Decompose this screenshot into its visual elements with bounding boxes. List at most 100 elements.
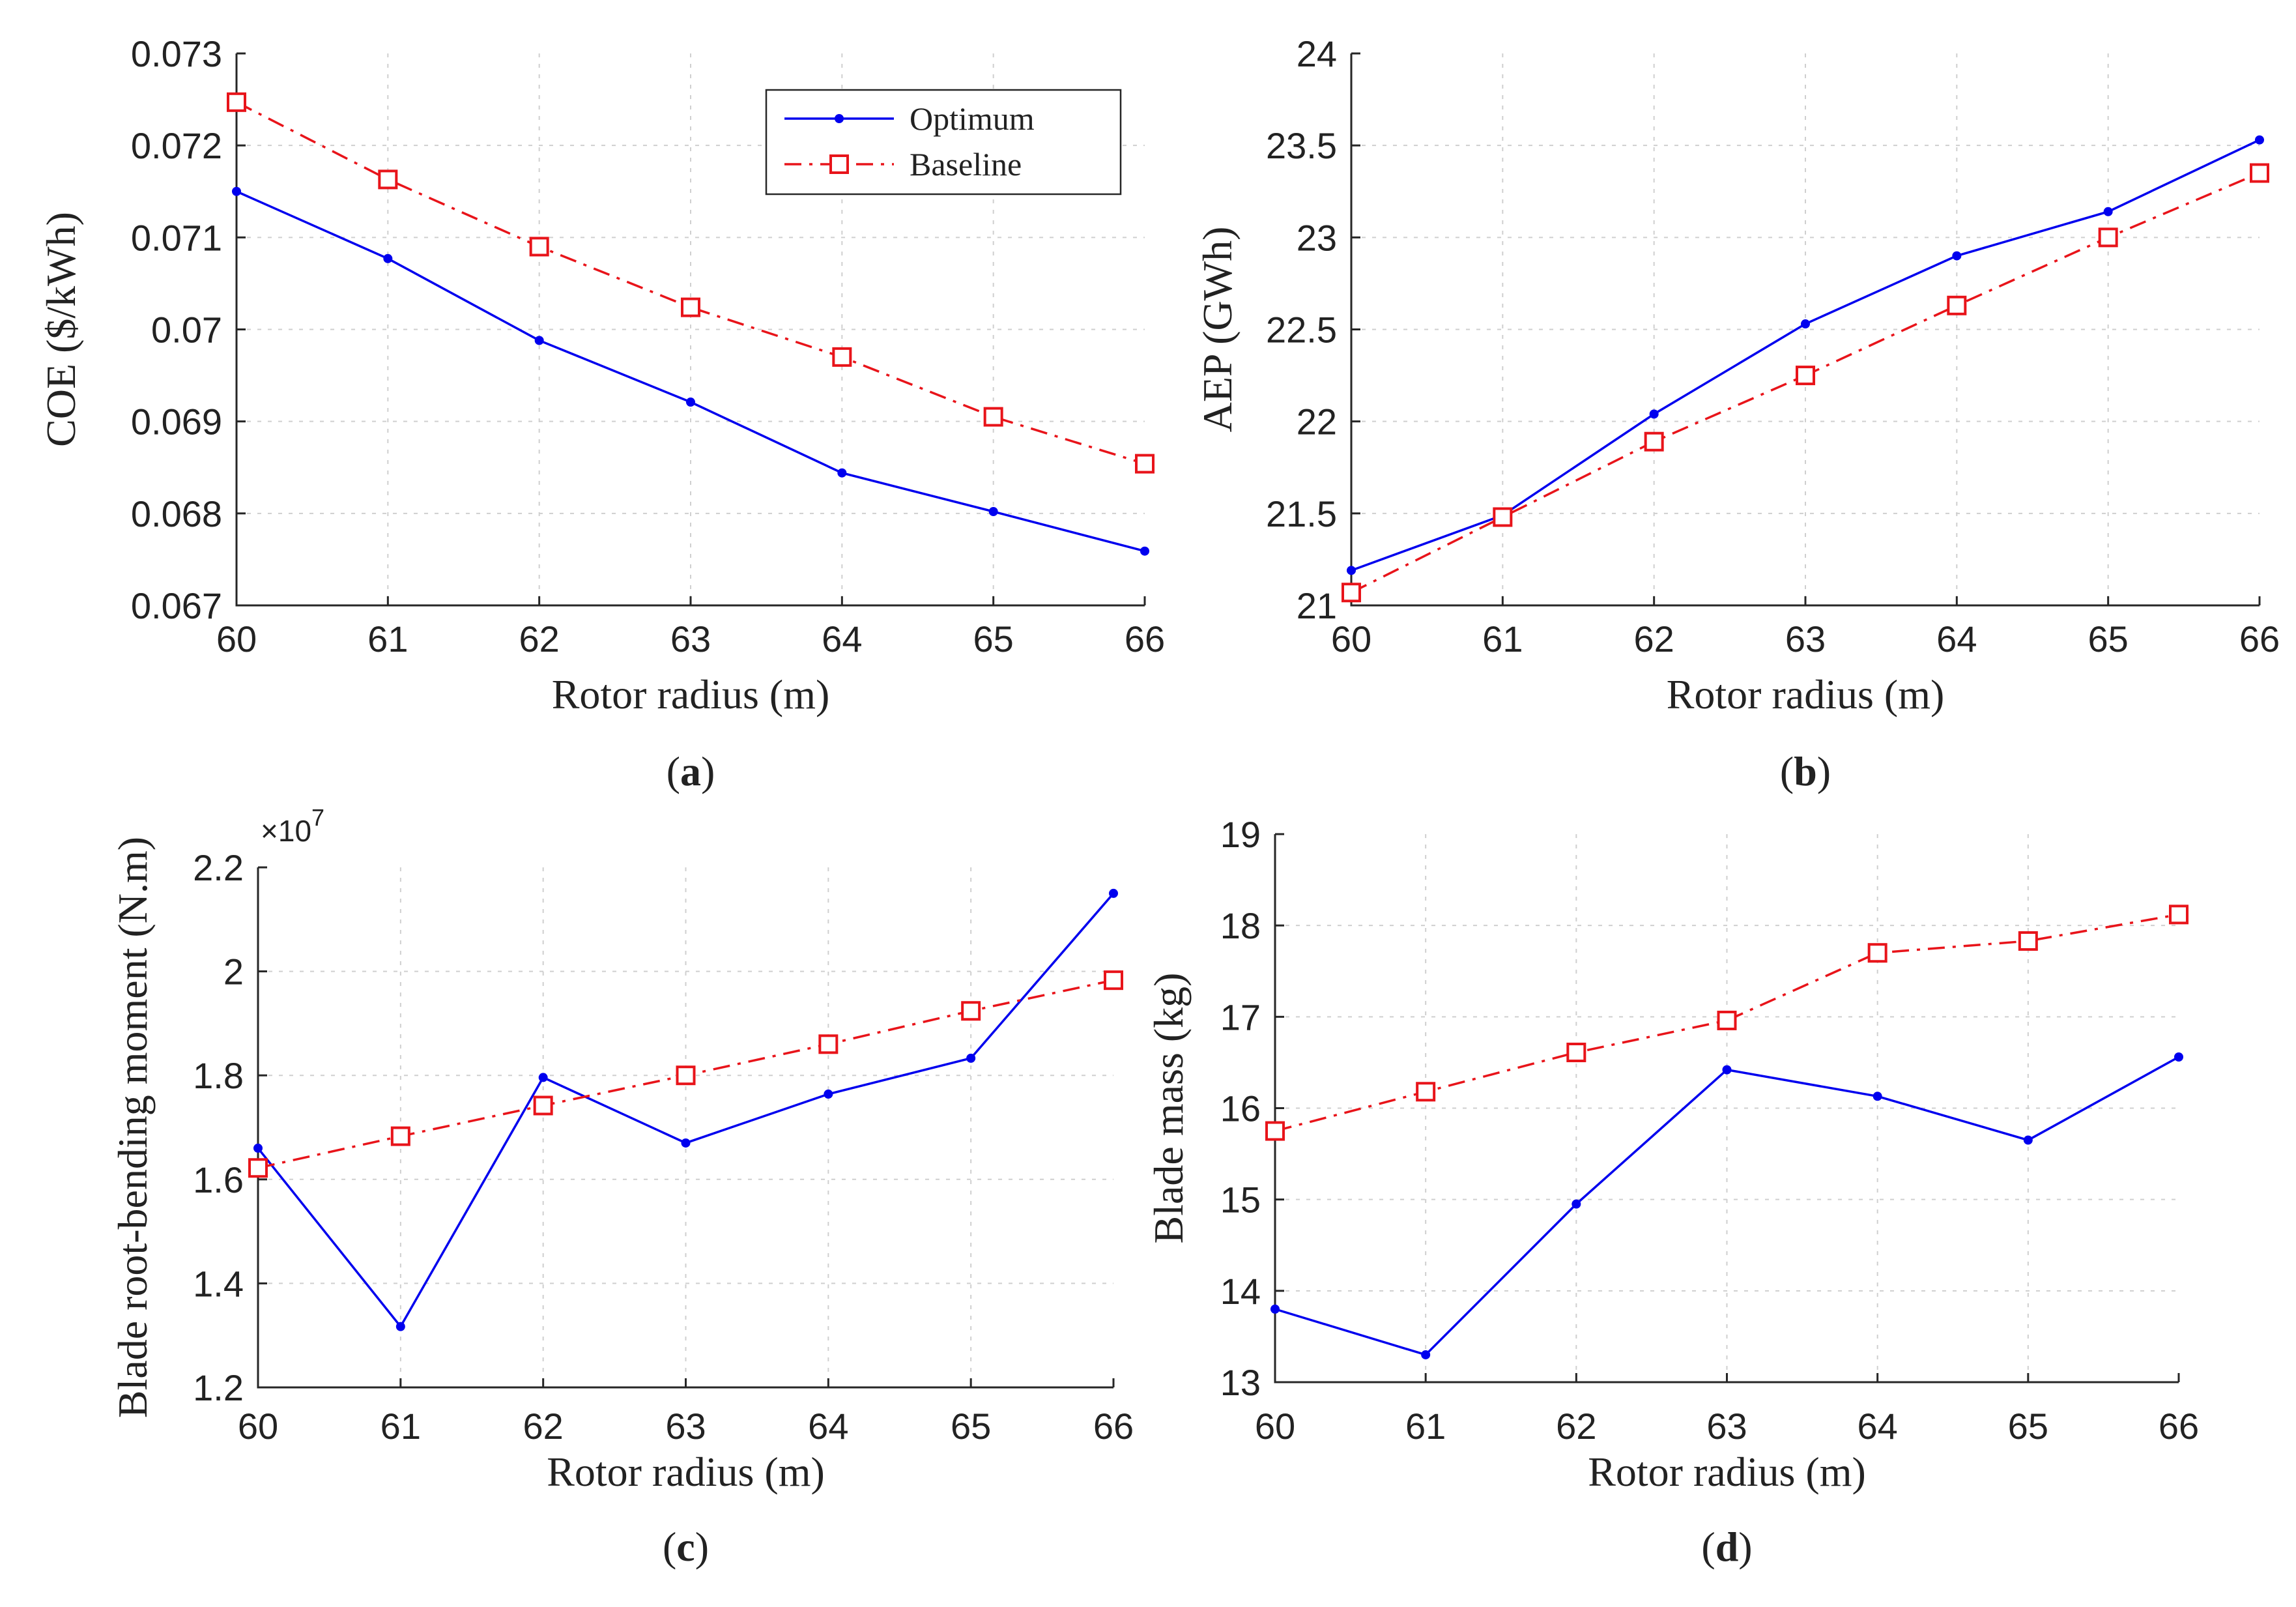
x-tick-label: 64: [1858, 1406, 1898, 1447]
x-tick-label: 62: [523, 1406, 564, 1447]
data-point-optimum: [2255, 135, 2264, 145]
series-line-optimum: [1351, 139, 2260, 572]
y-tick-label: 21.5: [1266, 493, 1337, 534]
y-tick-label: 14: [1220, 1271, 1261, 1312]
x-tick-label: 66: [2239, 618, 2280, 659]
data-point-baseline: [1867, 943, 1887, 963]
data-point-optimum: [534, 336, 544, 345]
data-point-optimum: [232, 186, 241, 196]
data-point-baseline: [1135, 454, 1155, 474]
y-tick-label: 1.2: [193, 1367, 244, 1408]
data-point-baseline: [1644, 431, 1664, 452]
data-point-baseline: [1717, 1010, 1737, 1030]
x-tick-label: 64: [1936, 618, 1977, 659]
y-tick-label: 0.072: [131, 125, 222, 166]
x-tick-label: 61: [367, 618, 408, 659]
y-tick-label: 0.07: [151, 310, 222, 351]
data-point-optimum: [1952, 251, 1962, 261]
data-point-baseline: [2250, 163, 2269, 183]
data-point-baseline: [533, 1095, 553, 1116]
y-tick-label: 0.073: [131, 33, 222, 74]
panel-caption-letter: a: [680, 748, 701, 794]
data-point-baseline: [818, 1034, 839, 1054]
y-tick-label: 0.069: [131, 401, 222, 442]
data-point-optimum: [824, 1089, 833, 1099]
x-tick-label: 66: [1093, 1406, 1134, 1447]
x-tick-label: 64: [822, 618, 862, 659]
x-tick-label: 60: [216, 618, 257, 659]
panel-d-blade-mass: 60 61 62 63 64 65 66 13 14 15 16 17 18 19 Rotor radius…: [1145, 814, 2199, 1570]
data-point-optimum: [2174, 1052, 2183, 1062]
x-tick-label: 63: [1706, 1406, 1747, 1447]
data-point-optimum: [1873, 1092, 1882, 1101]
data-point-baseline: [1416, 1082, 1436, 1102]
data-point-optimum: [2103, 207, 2113, 216]
data-point-baseline: [1265, 1121, 1285, 1141]
data-point-optimum: [1801, 319, 1810, 329]
panel-a-coe: 60 61 62 63 64 65 66 0.067 0.068 0.069 0.07 0.071 0.…: [38, 33, 1165, 794]
data-point-optimum: [837, 468, 847, 478]
y-tick-label: 13: [1220, 1362, 1261, 1403]
data-point-baseline: [378, 169, 398, 190]
data-point-optimum: [1347, 566, 1356, 575]
x-tick-label: 61: [380, 1406, 421, 1447]
x-tick-label: 60: [238, 1406, 278, 1447]
panel-caption: (c): [663, 1524, 709, 1570]
x-axis-label: Rotor radius (m): [547, 1449, 825, 1495]
x-axis-label: Rotor radius (m): [552, 671, 830, 717]
data-point-optimum: [988, 507, 998, 517]
series-line-optimum: [236, 190, 1145, 553]
data-point-optimum: [1109, 888, 1118, 898]
x-tick-label: 61: [1482, 618, 1523, 659]
y-tick-label: 2: [223, 951, 244, 992]
panel-caption-letter: d: [1715, 1524, 1739, 1570]
y-axis-label: AEP (GWh): [1194, 227, 1241, 433]
y-multiplier-base: ×10: [261, 814, 311, 848]
data-point-optimum: [1649, 409, 1659, 419]
x-tick-label: 61: [1405, 1406, 1446, 1447]
data-point-baseline: [1342, 583, 1361, 603]
legend-box: [765, 89, 1122, 195]
panel-caption: (b): [1780, 748, 1831, 794]
y-tick-label: 18: [1220, 905, 1261, 946]
data-point-baseline: [1493, 507, 1513, 527]
x-tick-label: 60: [1255, 1406, 1295, 1447]
x-tick-label: 62: [519, 618, 560, 659]
y-multiplier: ×107: [261, 804, 324, 848]
y-multiplier-exp: 7: [311, 804, 324, 831]
data-point-optimum: [1140, 546, 1149, 556]
data-point-baseline: [832, 347, 852, 367]
x-tick-label: 66: [2159, 1406, 2199, 1447]
data-point-optimum: [1421, 1350, 1431, 1359]
y-axis-label: Blade mass (kg): [1145, 973, 1192, 1244]
y-tick-label: 0.067: [131, 585, 222, 626]
y-tick-label: 24: [1297, 33, 1337, 74]
data-point-optimum: [253, 1143, 263, 1153]
x-tick-label: 62: [1634, 618, 1674, 659]
panel-b-aep: 60 61 62 63 64 65 66 21 21.5 22 22.5 23 23.5 24 Rotor …: [1194, 33, 2280, 794]
y-tick-label: 22: [1297, 401, 1337, 442]
data-point-baseline: [1796, 366, 1815, 386]
panel-caption: (a): [667, 748, 715, 794]
data-point-baseline: [983, 407, 1003, 427]
data-point-baseline: [961, 1001, 981, 1021]
data-point-optimum: [383, 253, 393, 263]
data-point-baseline: [1104, 970, 1123, 991]
panel-caption-letter: c: [676, 1524, 695, 1570]
data-point-baseline: [248, 1158, 268, 1178]
legend-marker-optimum: [835, 114, 844, 123]
y-tick-label: 1.8: [193, 1055, 244, 1096]
y-tick-label: 23.5: [1266, 125, 1337, 166]
series-line-optimum: [1274, 1056, 2179, 1356]
data-point-baseline: [2169, 905, 2188, 925]
y-tick-label: 23: [1297, 217, 1337, 258]
y-tick-label: 19: [1220, 814, 1261, 855]
y-tick-label: 1.4: [193, 1263, 244, 1304]
legend-label-baseline: Baseline: [910, 146, 1022, 182]
x-axis-label: Rotor radius (m): [1588, 1449, 1866, 1495]
data-point-optimum: [1722, 1065, 1732, 1075]
y-tick-label: 0.071: [131, 217, 222, 258]
data-point-baseline: [529, 237, 549, 257]
data-point-baseline: [2018, 931, 2038, 951]
